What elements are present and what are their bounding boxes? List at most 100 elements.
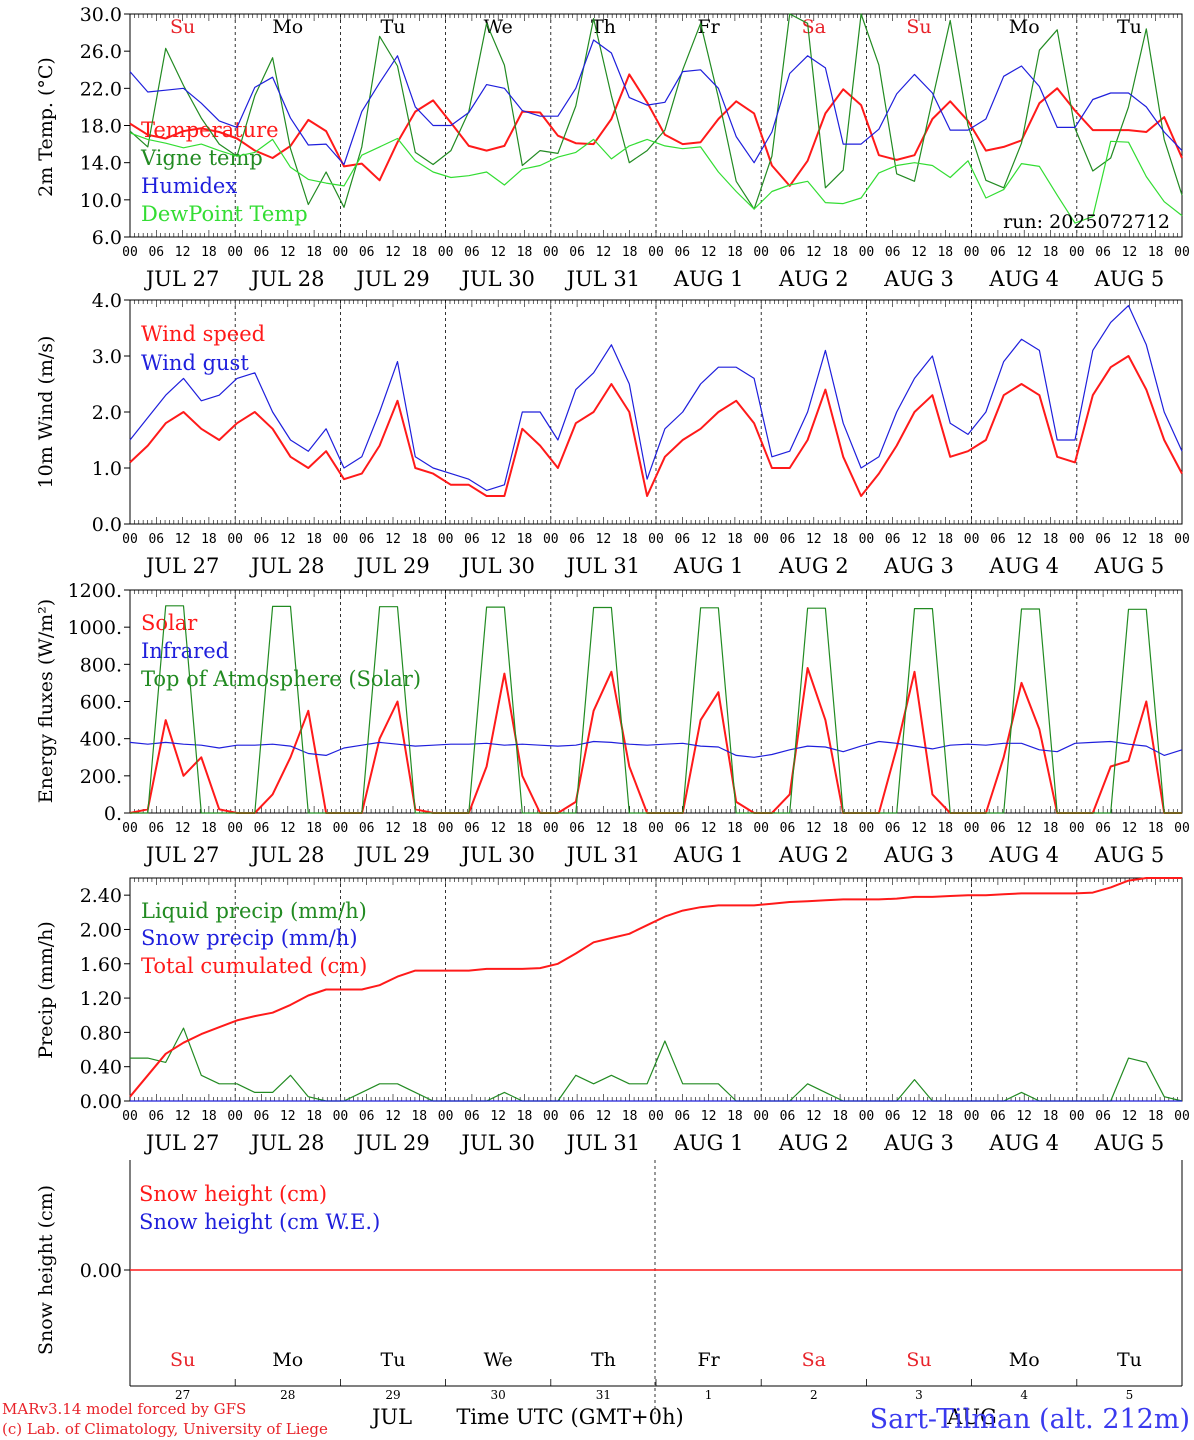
y-axis-title: 2m Temp. (°C)	[35, 57, 57, 197]
hour-tick-label: 00	[438, 1109, 454, 1124]
hour-tick-label: 06	[1095, 245, 1111, 260]
legend-entry: Snow height (cm)	[139, 1182, 327, 1206]
hour-tick-label: 18	[201, 1109, 217, 1124]
hour-tick-label: 00	[648, 532, 664, 547]
hour-tick-label: 00	[1069, 821, 1085, 836]
day-label: AUG 5	[1094, 554, 1165, 578]
day-label: JUL 28	[249, 1131, 324, 1155]
hour-tick-label: 12	[175, 1109, 191, 1124]
hour-tick-label: 18	[622, 245, 638, 260]
hour-tick-label: 18	[201, 532, 217, 547]
hour-tick-label: 18	[622, 532, 638, 547]
y-axis-title: Precip (mm/h)	[35, 921, 57, 1059]
legend-entry: Wind speed	[141, 322, 265, 346]
hour-tick-label: 18	[937, 245, 953, 260]
hour-tick-label: 12	[280, 1109, 296, 1124]
hour-tick-label: 06	[569, 1109, 585, 1124]
hour-tick-label: 06	[359, 532, 375, 547]
hour-tick-label: 06	[780, 245, 796, 260]
hour-tick-label: 06	[464, 532, 480, 547]
weekday-label: Tu	[381, 1349, 406, 1371]
hour-tick-label: 06	[885, 1109, 901, 1124]
hour-tick-label: 06	[674, 245, 690, 260]
hour-tick-label: 00	[333, 245, 349, 260]
day-label: AUG 3	[883, 843, 954, 867]
hour-tick-label: 18	[937, 821, 953, 836]
hour-tick-label: 12	[490, 532, 506, 547]
y-tick-label: 800.	[80, 654, 122, 676]
weekday-label: Mo	[1009, 16, 1040, 38]
hour-tick-label: 18	[411, 532, 427, 547]
hour-tick-label: 00	[438, 245, 454, 260]
y-tick-label: 200.	[80, 766, 122, 788]
hour-tick-label: 12	[911, 821, 927, 836]
hour-tick-label: 06	[885, 532, 901, 547]
hour-tick-label: 00	[438, 821, 454, 836]
day-number: 28	[280, 1388, 295, 1402]
legend-entry: DewPoint Temp	[141, 202, 308, 226]
hour-tick-label: 18	[1148, 532, 1164, 547]
series-line	[129, 355, 1183, 497]
hour-tick-label: 18	[306, 1109, 322, 1124]
y-tick-label: 0.80	[80, 1022, 122, 1044]
y-tick-label: 6.0	[92, 227, 122, 249]
panel-2: 00 06 12 18 JUL 27 00 06 12 18 JUL 28 00 06 12 18 JUL …	[35, 290, 1190, 578]
hour-tick-label: 18	[411, 1109, 427, 1124]
hour-tick-label: 00	[964, 821, 980, 836]
hour-tick-label: 06	[1095, 821, 1111, 836]
hour-tick-label: 12	[1016, 245, 1032, 260]
y-tick-label: 4.0	[92, 290, 122, 312]
day-label: JUL 30	[459, 1131, 534, 1155]
y-tick-label: 3.0	[92, 346, 122, 368]
day-number: 29	[385, 1388, 400, 1402]
y-tick-label: 0.00	[80, 1091, 122, 1113]
hour-tick-label: 06	[885, 245, 901, 260]
weekday-label: Mo	[272, 16, 303, 38]
hour-tick-label: 00	[1069, 245, 1085, 260]
hour-tick-label: 06	[1095, 1109, 1111, 1124]
hour-tick-label: 12	[280, 245, 296, 260]
weekday-label: Sa	[802, 16, 826, 38]
hour-tick-label: 18	[1043, 245, 1059, 260]
hour-tick-label: 12	[490, 1109, 506, 1124]
hour-tick-label: 12	[1016, 1109, 1032, 1124]
hour-tick-label: 18	[937, 1109, 953, 1124]
hour-tick-label: 06	[674, 821, 690, 836]
y-axis-title: 10m Wind (m/s)	[35, 336, 57, 489]
hour-tick-label: 12	[490, 245, 506, 260]
hour-tick-label: 12	[280, 821, 296, 836]
y-tick-label: 18.0	[80, 116, 122, 138]
day-number: 31	[596, 1388, 611, 1402]
day-label: JUL 27	[144, 554, 219, 578]
hour-tick-label: 12	[385, 532, 401, 547]
hour-tick-label: 12	[596, 1109, 612, 1124]
hour-tick-label: 06	[780, 821, 796, 836]
y-tick-label: 0.0	[92, 514, 122, 536]
y-tick-label: 0.00	[80, 1260, 122, 1282]
hour-tick-label: 12	[701, 821, 717, 836]
hour-tick-label: 12	[175, 532, 191, 547]
hour-tick-label: 12	[490, 821, 506, 836]
weekday-label: Tu	[1117, 16, 1142, 38]
hour-tick-label: 06	[780, 1109, 796, 1124]
hour-tick-label: 12	[385, 821, 401, 836]
hour-tick-label: 00	[122, 821, 138, 836]
hour-tick-label: 06	[148, 1109, 164, 1124]
y-tick-label: 22.0	[80, 78, 122, 100]
hour-tick-label: 00	[753, 245, 769, 260]
day-label: AUG 5	[1094, 267, 1165, 291]
y-tick-label: 26.0	[80, 41, 122, 63]
day-label: AUG 3	[883, 267, 954, 291]
hour-tick-label: 18	[1043, 1109, 1059, 1124]
hour-tick-label: 18	[411, 245, 427, 260]
panel-3: 00 06 12 18 JUL 27 00 06 12 18 JUL 28 00 06 12 18 JUL …	[35, 580, 1190, 867]
hour-tick-label: 06	[359, 1109, 375, 1124]
hour-tick-label: 06	[990, 245, 1006, 260]
plot-frame	[129, 589, 1183, 814]
panel-1: 00 06 12 18 JUL 27 00 06 12 18 JUL 28 00 06 12 18 JUL …	[35, 4, 1190, 291]
hour-tick-label: 12	[911, 532, 927, 547]
hour-tick-label: 12	[596, 821, 612, 836]
hour-tick-label: 06	[254, 245, 270, 260]
series-line	[129, 740, 1183, 758]
weekday-label: Th	[591, 1349, 616, 1371]
